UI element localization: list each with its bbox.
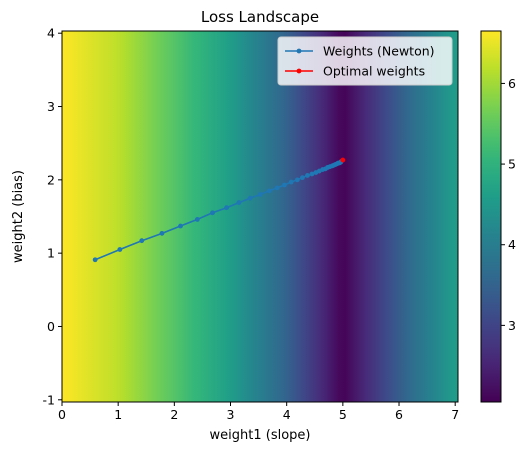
data-point xyxy=(139,238,145,244)
x-tick-label: 5 xyxy=(339,407,347,422)
data-point xyxy=(300,175,305,181)
data-point xyxy=(257,192,263,197)
data-point xyxy=(236,200,242,205)
data-point xyxy=(340,157,346,163)
y-tick-label: 3 xyxy=(47,99,55,114)
y-tick-label: 1 xyxy=(47,246,55,261)
x-tick-label: 1 xyxy=(114,407,122,422)
x-tick-label: 3 xyxy=(227,407,235,422)
data-point xyxy=(282,182,287,188)
y-tick-label: 4 xyxy=(47,26,55,41)
legend: Weights (Newton) Optimal weights xyxy=(277,36,453,86)
y-tick-label: 2 xyxy=(47,172,55,187)
y-axis-ticks: -1 0 1 2 3 4 xyxy=(43,26,62,407)
data-point xyxy=(178,223,183,229)
data-point xyxy=(266,188,272,194)
x-tick-label: 0 xyxy=(58,407,66,422)
legend-label: Weights (Newton) xyxy=(323,44,435,59)
y-axis-label: weight2 (bias) xyxy=(11,170,26,263)
data-point xyxy=(309,171,315,177)
chart-title: Loss Landscape xyxy=(201,8,319,26)
series-1 xyxy=(340,157,346,163)
series-0 xyxy=(92,159,344,263)
y-tick-label: -1 xyxy=(43,392,55,407)
colorbar xyxy=(480,30,502,403)
x-tick-label: 2 xyxy=(170,407,178,422)
x-axis-ticks: 0 1 2 3 4 5 6 7 xyxy=(58,402,459,422)
x-tick-label: 4 xyxy=(283,407,291,422)
series-layer xyxy=(92,157,346,263)
data-point xyxy=(224,205,229,211)
data-point xyxy=(288,179,294,185)
plot-frame xyxy=(61,30,459,403)
data-point xyxy=(194,217,200,222)
colorbar-tick-label: 4 xyxy=(508,237,516,252)
legend-label: Optimal weights xyxy=(323,64,425,79)
data-point xyxy=(294,177,300,183)
colorbar-ticks: 3 4 5 6 xyxy=(501,76,516,333)
legend-box xyxy=(277,36,453,86)
data-point xyxy=(159,230,165,236)
data-point xyxy=(210,210,215,216)
legend-item: Weights (Newton) xyxy=(285,44,435,59)
data-point xyxy=(305,173,310,178)
data-point xyxy=(92,257,98,263)
data-point xyxy=(247,195,253,201)
colorbar-tick-label: 3 xyxy=(508,318,516,333)
colorbar-tick-label: 5 xyxy=(508,157,516,172)
legend-swatch-marker xyxy=(296,48,302,54)
legend-item: Optimal weights xyxy=(285,64,425,79)
colorbar-tick-label: 6 xyxy=(508,76,516,91)
legend-swatch-marker xyxy=(296,68,302,74)
y-tick-label: 0 xyxy=(47,319,55,334)
heatmap-area xyxy=(62,31,458,402)
data-point xyxy=(274,185,280,191)
x-axis-label: weight1 (slope) xyxy=(210,428,311,443)
x-tick-label: 6 xyxy=(395,407,403,422)
data-point xyxy=(117,247,123,252)
x-tick-label: 7 xyxy=(451,407,459,422)
